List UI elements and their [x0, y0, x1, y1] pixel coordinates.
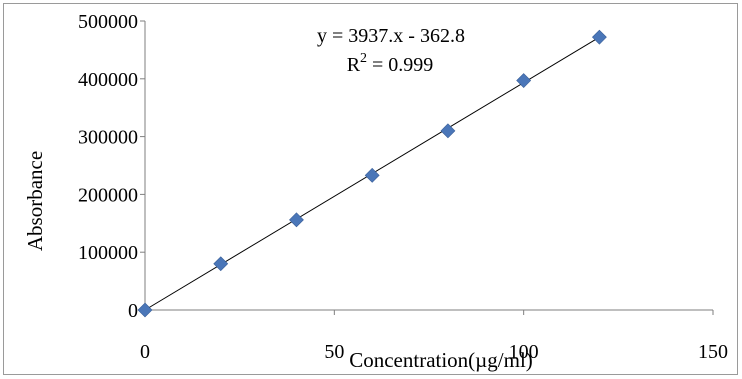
x-tick-label: 50: [324, 341, 344, 363]
trendline-equation: y = 3937.x - 362.8: [317, 25, 465, 47]
y-tick-label: 0: [128, 300, 138, 322]
y-tick-label: 500000: [78, 11, 138, 33]
x-axis-title: Concentration(µg/ml): [349, 348, 533, 372]
data-point: [364, 167, 380, 183]
y-axis-ticks: 0 100000 200000 300000 400000 500000: [78, 11, 145, 322]
y-tick-label: 300000: [78, 127, 138, 149]
data-point: [591, 29, 607, 45]
x-axis-ticks: 0 50 100 150: [140, 310, 728, 363]
y-tick-label: 400000: [78, 69, 138, 91]
chart-frame: [3, 3, 738, 375]
data-point: [289, 212, 304, 228]
data-point: [137, 302, 153, 318]
y-tick-label: 100000: [78, 242, 138, 264]
data-points: [137, 29, 607, 318]
data-point: [213, 256, 229, 272]
data-point: [440, 123, 456, 139]
x-tick-label: 100: [509, 341, 539, 363]
r-squared-label: R2 = 0.999: [347, 51, 434, 76]
y-tick-label: 200000: [78, 184, 138, 206]
data-point: [516, 73, 532, 88]
x-tick-label: 0: [140, 341, 150, 363]
x-tick-label: 150: [698, 341, 728, 363]
y-axis-title: Absorbance: [23, 151, 47, 251]
